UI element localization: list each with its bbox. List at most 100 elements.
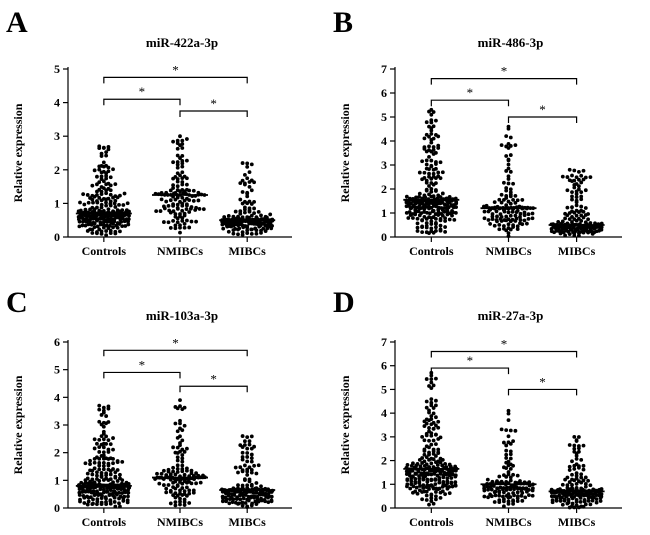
data-point	[238, 181, 243, 186]
data-point	[501, 494, 505, 499]
significance-bracket: *	[507, 102, 578, 123]
data-point	[245, 176, 250, 181]
data-point	[493, 489, 498, 494]
data-point	[245, 446, 250, 451]
data-point	[245, 455, 250, 459]
significance-bracket: *	[430, 64, 578, 85]
series-nmibcs	[153, 134, 207, 235]
data-point	[247, 465, 252, 470]
data-point	[121, 203, 126, 207]
data-point	[106, 186, 111, 191]
data-point	[101, 450, 106, 455]
data-point	[101, 445, 106, 450]
data-point	[482, 216, 487, 221]
data-point	[424, 166, 429, 171]
data-point	[502, 465, 506, 470]
y-tick-label: 6	[381, 359, 387, 373]
data-point	[95, 470, 99, 475]
data-point	[424, 178, 429, 183]
data-point	[166, 220, 171, 225]
data-point	[506, 459, 511, 464]
data-point	[574, 203, 579, 208]
data-point	[126, 490, 131, 495]
data-point	[518, 218, 523, 222]
data-point	[115, 468, 120, 472]
data-point	[506, 470, 511, 474]
data-point	[570, 483, 574, 487]
data-point	[488, 222, 492, 226]
data-point	[429, 118, 434, 123]
data-point	[522, 213, 527, 218]
data-point	[431, 145, 436, 149]
data-point	[108, 472, 113, 477]
data-point	[424, 405, 429, 410]
y-tick-label: 2	[54, 163, 60, 177]
data-point	[104, 456, 109, 461]
significance-bracket: *	[103, 357, 181, 379]
data-point	[506, 210, 511, 215]
data-point	[450, 484, 455, 489]
bracket-line	[430, 350, 578, 358]
data-point	[579, 204, 584, 209]
data-point	[577, 435, 581, 439]
y-tick-label: 0	[54, 230, 60, 244]
data-point	[422, 210, 426, 214]
data-point	[95, 199, 99, 203]
data-point	[482, 209, 487, 214]
series-mibcs	[220, 434, 275, 510]
series-controls	[76, 144, 131, 238]
data-point	[253, 226, 258, 231]
data-point	[113, 198, 118, 203]
data-point	[99, 151, 104, 156]
data-point	[427, 154, 431, 159]
data-point	[436, 450, 441, 455]
bracket-line	[103, 349, 248, 357]
data-point	[240, 468, 245, 473]
data-point	[583, 175, 588, 180]
y-tick-label: 3	[54, 418, 60, 432]
data-point	[247, 442, 252, 447]
data-point	[123, 224, 128, 228]
data-point	[497, 493, 502, 498]
data-point	[80, 223, 85, 228]
data-point	[97, 407, 102, 412]
data-point	[570, 194, 574, 199]
data-point	[436, 419, 441, 424]
data-point	[104, 476, 109, 481]
data-point	[437, 480, 442, 485]
data-point	[101, 160, 106, 165]
data-point	[443, 225, 448, 229]
data-point	[101, 196, 106, 201]
data-point	[175, 483, 180, 488]
data-point	[104, 471, 109, 476]
data-point	[434, 490, 438, 494]
data-point	[447, 485, 452, 489]
data-point	[230, 492, 234, 497]
data-point	[106, 181, 111, 186]
data-point	[508, 428, 513, 433]
data-point	[191, 488, 196, 493]
data-point	[185, 466, 189, 471]
data-point	[111, 461, 115, 466]
data-point	[99, 205, 104, 210]
data-point	[240, 232, 245, 237]
data-point	[182, 211, 187, 216]
data-point	[518, 221, 522, 226]
data-point	[92, 466, 97, 471]
significance-label: *	[139, 357, 146, 372]
data-point	[570, 205, 574, 210]
data-point	[92, 480, 97, 485]
data-point	[583, 482, 588, 486]
data-point	[508, 452, 513, 457]
data-point	[577, 479, 581, 484]
x-tick-label: MIBCs	[558, 515, 596, 529]
y-tick-label: 5	[381, 382, 387, 396]
data-point	[182, 497, 187, 502]
data-point	[252, 206, 256, 211]
data-point	[442, 470, 447, 475]
data-point	[513, 428, 518, 433]
data-point	[425, 477, 430, 482]
data-point	[431, 383, 436, 388]
data-point	[427, 192, 431, 197]
data-point	[579, 197, 584, 202]
